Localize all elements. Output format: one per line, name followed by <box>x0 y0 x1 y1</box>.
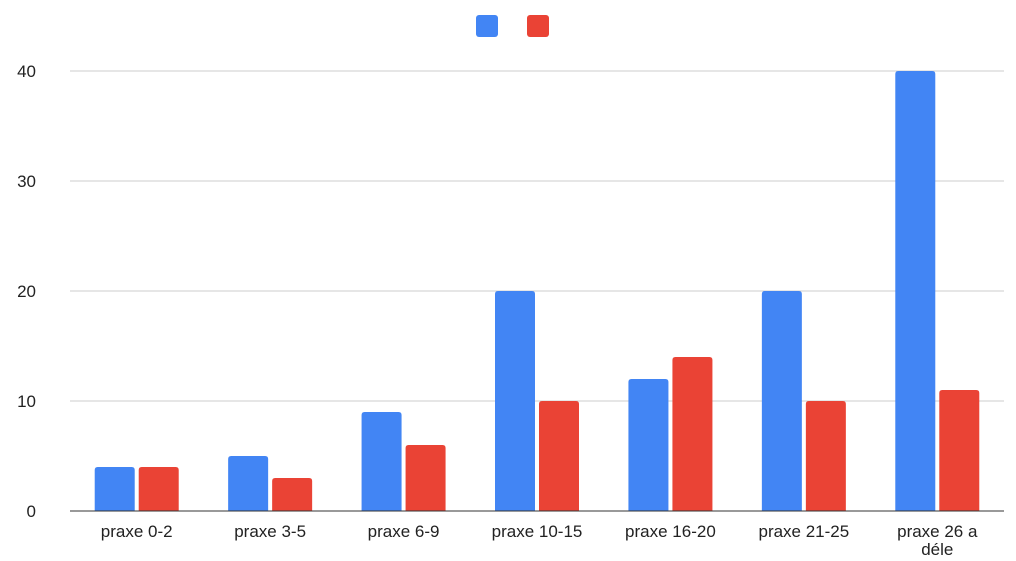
x-tick-label: praxe 0-2 <box>101 522 173 541</box>
bar-series1-2 <box>228 456 269 511</box>
bar-series2-1 <box>138 467 179 511</box>
x-tick-label: praxe 26 a déle <box>897 522 978 559</box>
bar-series1-7 <box>895 71 936 511</box>
y-tick-label: 10 <box>17 392 36 411</box>
y-tick-label: 0 <box>27 502 36 521</box>
legend-swatch-series1 <box>476 15 498 37</box>
bar-series1-1 <box>94 467 135 511</box>
bars <box>94 71 980 511</box>
bar-series1-3 <box>361 412 402 511</box>
gridlines <box>70 70 1004 402</box>
y-tick-label: 40 <box>17 62 36 81</box>
bar-series2-6 <box>805 401 846 511</box>
y-tick-label: 30 <box>17 172 36 191</box>
bar-series2-5 <box>672 357 713 511</box>
x-axis-labels: praxe 0-2 praxe 3-5 praxe 6-9 praxe 10-15 pr… <box>101 522 978 559</box>
bar-series2-7 <box>939 390 980 511</box>
x-tick-label: praxe 21-25 <box>758 522 849 541</box>
y-axis-ticks: 0 10 20 30 40 <box>17 62 36 521</box>
bar-series2-4 <box>539 401 579 511</box>
bar-series1-4 <box>495 291 535 511</box>
y-tick-label: 20 <box>17 282 36 301</box>
x-tick-label: praxe 16-20 <box>625 522 716 541</box>
legend-swatch-series2 <box>527 15 549 37</box>
bar-series1-5 <box>628 379 669 511</box>
bar-series2-3 <box>405 445 446 511</box>
x-tick-label: praxe 10-15 <box>492 522 583 541</box>
bar-series1-6 <box>761 291 802 511</box>
legend <box>476 15 549 37</box>
x-tick-label: praxe 6-9 <box>368 522 440 541</box>
bar-series2-2 <box>272 478 313 511</box>
x-tick-label: praxe 3-5 <box>234 522 306 541</box>
